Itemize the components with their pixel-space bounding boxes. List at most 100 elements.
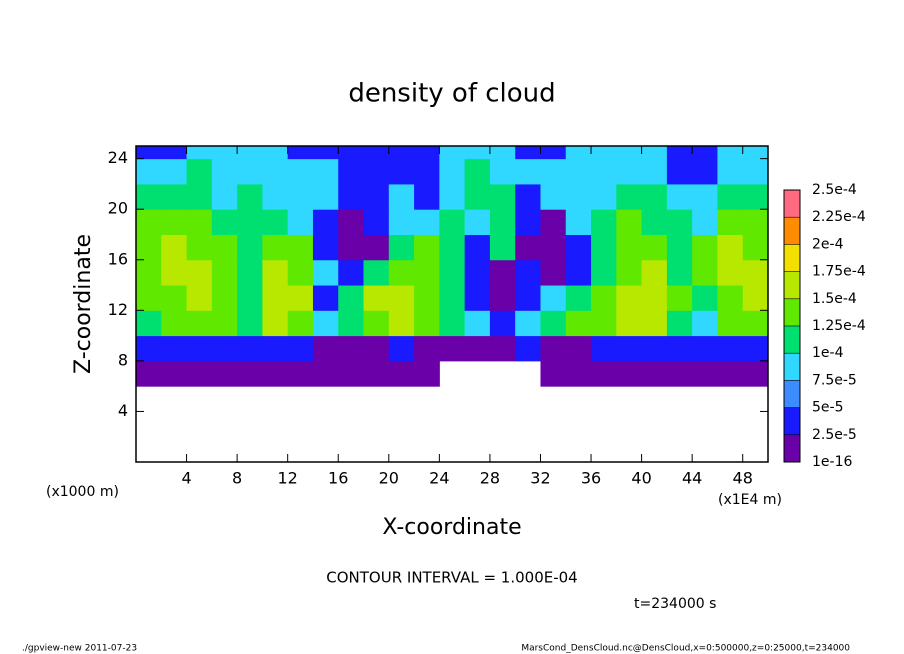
cell xyxy=(591,259,617,286)
cell xyxy=(439,310,466,337)
cell xyxy=(161,259,188,286)
cell xyxy=(136,285,162,311)
cell xyxy=(414,285,440,311)
cell xyxy=(161,335,188,362)
cell xyxy=(742,360,769,387)
cell xyxy=(414,209,440,235)
cell xyxy=(641,209,668,235)
cell xyxy=(616,285,643,311)
cell xyxy=(262,146,289,160)
colorbar-band xyxy=(784,407,800,435)
cell xyxy=(363,360,390,387)
colorbar-band xyxy=(784,434,800,462)
cell xyxy=(388,146,415,160)
cell xyxy=(540,146,567,160)
colorbar-band xyxy=(784,244,800,272)
y-tick-label: 12 xyxy=(108,300,128,319)
cell xyxy=(287,234,314,261)
cell xyxy=(136,360,162,387)
cell xyxy=(591,234,617,261)
cell xyxy=(591,209,617,235)
y-tick-label: 4 xyxy=(118,401,128,420)
cell xyxy=(515,310,541,337)
cell xyxy=(464,183,491,210)
cell xyxy=(287,335,314,362)
cell xyxy=(388,360,415,387)
cell xyxy=(211,234,238,261)
cell xyxy=(237,234,263,261)
cell xyxy=(489,158,516,185)
cell xyxy=(692,158,718,185)
cell xyxy=(742,335,769,362)
cell xyxy=(464,234,491,261)
cell xyxy=(414,183,440,210)
cell xyxy=(641,146,668,160)
cell xyxy=(237,146,263,160)
colorbar-band xyxy=(784,271,800,299)
cell xyxy=(616,146,643,160)
cell xyxy=(211,285,238,311)
cell xyxy=(641,335,668,362)
cell xyxy=(565,146,592,160)
cell xyxy=(136,183,162,210)
y-tick-label: 8 xyxy=(118,350,128,369)
cell xyxy=(591,335,617,362)
x-tick-label: 12 xyxy=(278,469,298,488)
cell xyxy=(591,285,617,311)
cell xyxy=(338,158,365,185)
colorbar-band xyxy=(784,190,800,218)
cell xyxy=(692,234,718,261)
cell xyxy=(540,360,567,387)
cell xyxy=(464,285,491,311)
x-unit-right: (x1E4 m) xyxy=(718,492,782,508)
cell xyxy=(464,146,491,160)
cell xyxy=(312,259,339,286)
cell xyxy=(211,310,238,337)
colorbar-label: 1e-16 xyxy=(812,454,852,470)
cell xyxy=(186,360,213,387)
cell xyxy=(692,335,718,362)
cell xyxy=(439,158,466,185)
x-axis-label: X-coordinate xyxy=(382,515,521,540)
cell xyxy=(363,234,390,261)
cell xyxy=(237,183,263,210)
cell xyxy=(161,310,188,337)
cell xyxy=(414,360,440,387)
y-tick-label: 16 xyxy=(108,249,128,268)
cell xyxy=(692,146,718,160)
cell xyxy=(616,310,643,337)
cell xyxy=(161,158,188,185)
cell xyxy=(312,234,339,261)
cell xyxy=(717,310,744,337)
cell xyxy=(540,209,567,235)
cell xyxy=(312,183,339,210)
cell xyxy=(262,158,289,185)
cell xyxy=(287,209,314,235)
cell xyxy=(136,310,162,337)
cell xyxy=(388,335,415,362)
cell xyxy=(414,234,440,261)
cell xyxy=(211,209,238,235)
cell xyxy=(136,209,162,235)
cell xyxy=(439,209,466,235)
cell xyxy=(717,183,744,210)
cell xyxy=(237,158,263,185)
cell xyxy=(692,285,718,311)
cell xyxy=(540,335,567,362)
cell xyxy=(666,335,693,362)
cell xyxy=(287,285,314,311)
cell xyxy=(464,310,491,337)
cell xyxy=(287,183,314,210)
colorbar-band xyxy=(784,298,800,326)
cell xyxy=(363,310,390,337)
cell xyxy=(439,259,466,286)
cell xyxy=(666,183,693,210)
cell xyxy=(211,146,238,160)
x-tick-label: 8 xyxy=(232,469,242,488)
cell xyxy=(489,234,516,261)
cell xyxy=(161,146,188,160)
cell xyxy=(414,259,440,286)
cell xyxy=(717,234,744,261)
cell xyxy=(211,335,238,362)
cell xyxy=(666,209,693,235)
